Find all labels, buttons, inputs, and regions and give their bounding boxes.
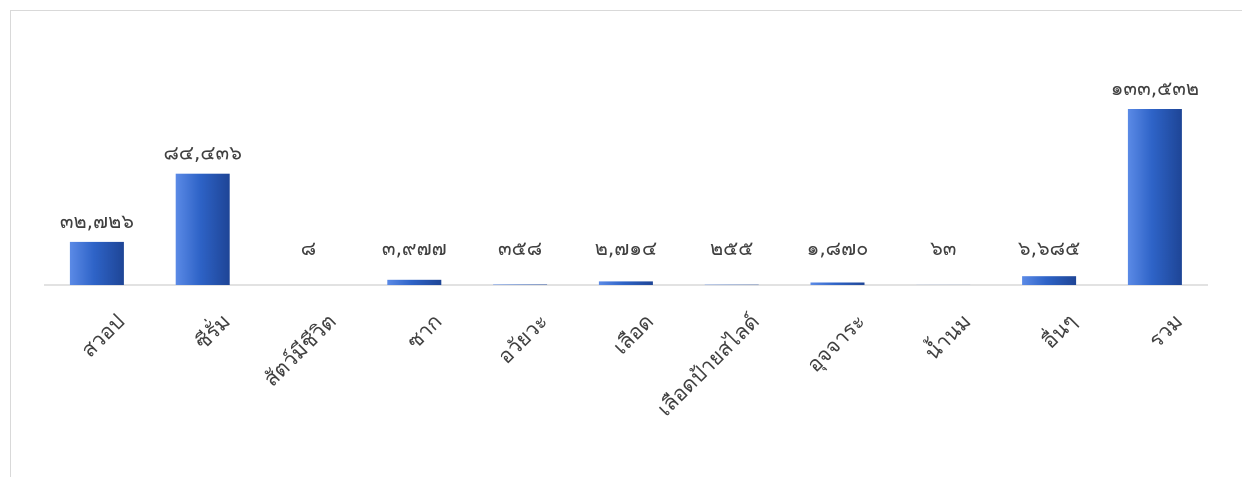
- data-label: ๒,๗๑๔: [595, 236, 657, 260]
- bar: [387, 279, 442, 286]
- category-label: น้ำนม: [918, 307, 976, 365]
- category-label: อวัยวะ: [493, 309, 552, 368]
- data-label: ๘๔,๔๓๖: [163, 141, 241, 165]
- data-label: ๑๓๓,๕๓๒: [1111, 76, 1199, 100]
- category-label: สวอป: [76, 309, 129, 362]
- data-label: ๓๒,๗๒๖: [60, 209, 134, 233]
- data-label: ๖,๖๘๕: [1018, 236, 1080, 260]
- category-label: เลือด: [608, 309, 658, 359]
- category-label: สัตว์มีชีวิต: [259, 309, 341, 391]
- data-label: ๑,๘๗๐: [807, 236, 869, 260]
- category-label: รวม: [1144, 309, 1187, 352]
- category-label: อื่นๆ: [1035, 307, 1081, 353]
- data-label: ๘: [301, 236, 316, 260]
- data-label: ๒๕๕: [710, 236, 753, 260]
- bar: [1022, 276, 1077, 286]
- data-label: ๓,๙๗๗: [382, 236, 447, 260]
- chart-area: [10, 10, 1242, 477]
- category-label: ซาก: [402, 309, 446, 353]
- category-label: เลือดป้ายสไลด์: [653, 309, 764, 420]
- category-label: ซีรั่ม: [188, 307, 235, 354]
- category-label: อุจจาระ: [802, 309, 870, 377]
- bar: [1127, 109, 1182, 285]
- data-label: ๖๓: [930, 236, 956, 260]
- data-label: ๓๕๘: [498, 236, 542, 260]
- bar: [810, 282, 865, 285]
- bar: [598, 281, 653, 285]
- bar: [69, 241, 124, 286]
- bar: [175, 173, 230, 285]
